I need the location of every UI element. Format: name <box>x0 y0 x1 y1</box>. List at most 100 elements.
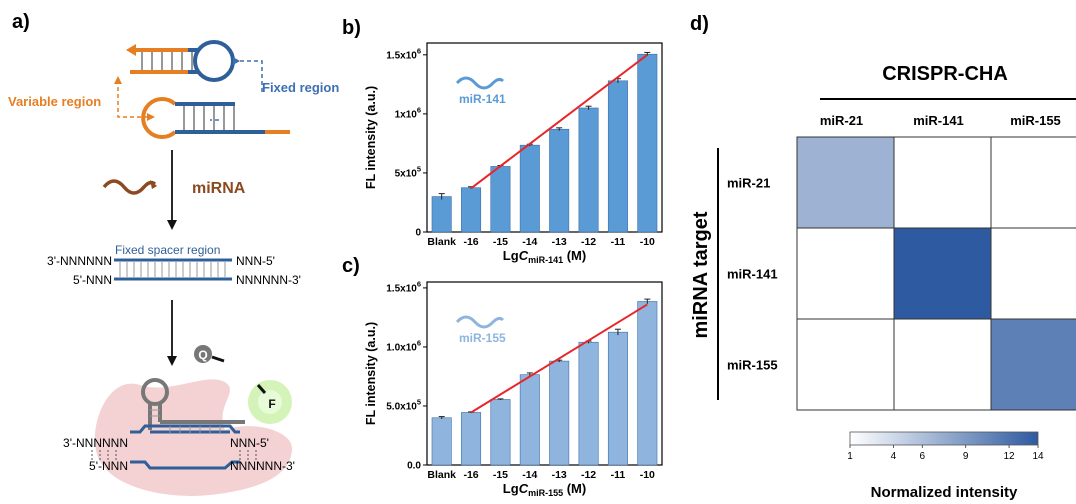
inset-label: miR-155 <box>459 331 506 345</box>
variable-region-label: Variable region <box>8 94 101 109</box>
inset-wave-icon <box>455 76 505 90</box>
bar-3 <box>519 144 540 233</box>
bar-0 <box>431 196 452 233</box>
strand2-right: NNNNNN-3' <box>236 273 301 287</box>
inset-label: miR-141 <box>459 92 506 106</box>
x-tick-label-0: Blank <box>427 469 456 481</box>
x-tick-label-4: -13 <box>552 469 567 481</box>
x-tick-label-5: -12 <box>581 469 596 481</box>
top-hairpin <box>126 40 235 82</box>
bottom-hairpin <box>141 97 290 139</box>
x-tick-label-4: -13 <box>552 236 567 248</box>
fluorophore-icon: F <box>248 380 292 424</box>
plot-frame <box>426 42 663 233</box>
x-tick-label-6: -11 <box>611 236 626 248</box>
y-tick-label-0: 0.0 <box>407 461 421 472</box>
y-tick-label-3: 1.5x106 <box>386 46 421 61</box>
strand1-left: 3'-NNNNNN <box>47 254 112 268</box>
error-bar-4 <box>556 127 563 131</box>
chart-b: Blank -16 -15 -14 -13 -12 -11 -10 0 5x105 1x106 1.5… <box>364 42 663 265</box>
bar-6 <box>607 331 628 466</box>
inset-wave-icon <box>455 315 505 329</box>
bar-4 <box>549 128 570 233</box>
panel-a-label: a) <box>12 11 30 33</box>
column-label-0: miR-21 <box>820 113 863 128</box>
heatmap-cell-1-1 <box>893 227 992 320</box>
mirna-wave-icon <box>102 179 157 195</box>
x-tick-label-7: -10 <box>640 469 655 481</box>
strand2-left: 5'-NNN <box>73 273 112 287</box>
x-tick-label-7: -10 <box>640 236 655 248</box>
row-label-0: miR-21 <box>727 176 770 191</box>
strand1-right: NNN-5' <box>236 254 275 268</box>
heatmap-cell-1-2 <box>990 227 1076 320</box>
error-bar-5 <box>585 105 592 110</box>
bar-3 <box>519 374 540 466</box>
colorbar-tick-label-1: 4 <box>891 451 897 462</box>
error-bar-2 <box>497 398 504 401</box>
panel-c-label: c) <box>342 255 360 277</box>
heatmap-cell-2-2 <box>990 318 1076 411</box>
y-tick-label-1: 5.0x105 <box>386 397 421 412</box>
bar-5 <box>578 341 599 466</box>
x-tick-label-1: -16 <box>463 469 478 481</box>
column-label-1: miR-141 <box>913 113 964 128</box>
bottom-duplex: 3'-NNNNNN NNN-5' 5'-NNN NNNNNN-3' <box>63 424 295 473</box>
y-tick-label-2: 1.0x106 <box>386 338 421 353</box>
heatmap-cell-0-1 <box>893 136 992 229</box>
x-tick-label-2: -15 <box>493 236 508 248</box>
x-axis-label: LgCmiR-155 (M) <box>503 481 586 498</box>
heatmap-cell-1-0 <box>796 227 895 320</box>
x-tick-label-3: -14 <box>522 236 537 248</box>
heatmap-cell-2-1 <box>893 318 992 411</box>
x-axis-label: LgCmiR-141 (M) <box>503 248 586 265</box>
bottom-strand2-left: 5'-NNN <box>89 459 128 473</box>
panel-b-label: b) <box>342 17 361 39</box>
x-tick-label-6: -11 <box>611 469 626 481</box>
row-label-1: miR-141 <box>727 267 778 282</box>
heatmap-cell-0-2 <box>990 136 1076 229</box>
bar-1 <box>461 412 482 466</box>
colorbar-tick-label-4: 12 <box>1004 451 1016 462</box>
x-tick-label-2: -15 <box>493 469 508 481</box>
colorbar-tick-label-5: 14 <box>1032 451 1044 462</box>
bar-7 <box>637 301 658 466</box>
y-tick-label-2: 1x106 <box>395 105 421 120</box>
bottom-strand1-left: 3'-NNNNNN <box>63 436 128 450</box>
bar-2 <box>490 399 511 466</box>
chart-d: CRISPR-CHA miR-21 miR-141 miR-155 miR-21 miR-… <box>690 63 1076 501</box>
heatmap-cell-0-0 <box>796 136 895 229</box>
colorbar-tick-label-3: 9 <box>963 451 969 462</box>
bar-7 <box>637 53 658 233</box>
colorbar-tick-label-2: 6 <box>920 451 926 462</box>
x-tick-label-5: -12 <box>581 236 596 248</box>
quencher-icon: Q <box>194 345 225 363</box>
bar-0 <box>431 417 452 466</box>
crrna-hairpin <box>141 378 245 430</box>
bar-6 <box>607 80 628 233</box>
svg-text:Q: Q <box>198 348 207 362</box>
x-tick-label-1: -16 <box>463 236 478 248</box>
svg-text:F: F <box>268 397 275 411</box>
mirna-label: miRNA <box>192 180 246 197</box>
bar-2 <box>490 166 511 233</box>
colorbar <box>849 431 1039 446</box>
fit-line <box>470 303 648 414</box>
error-bar-6 <box>614 328 621 336</box>
colorbar-tick-label-0: 1 <box>847 451 853 462</box>
column-label-2: miR-155 <box>1010 113 1061 128</box>
x-tick-label-0: Blank <box>427 236 456 248</box>
heatmap-title: CRISPR-CHA <box>882 63 1008 85</box>
fixed-spacer-label: Fixed spacer region <box>115 243 220 257</box>
y-axis-label: FL intensity (a.u.) <box>364 86 378 189</box>
y-tick-label-3: 1.5x106 <box>386 279 421 294</box>
plot-frame <box>426 281 663 466</box>
bar-1 <box>461 187 482 233</box>
panel-a: a) Fixed reg <box>8 11 339 496</box>
cas-protein <box>94 379 293 496</box>
error-bar-7 <box>644 298 651 304</box>
bar-4 <box>549 360 570 466</box>
row-label-2: miR-155 <box>727 358 778 373</box>
y-tick-label-1: 5x105 <box>395 164 421 179</box>
